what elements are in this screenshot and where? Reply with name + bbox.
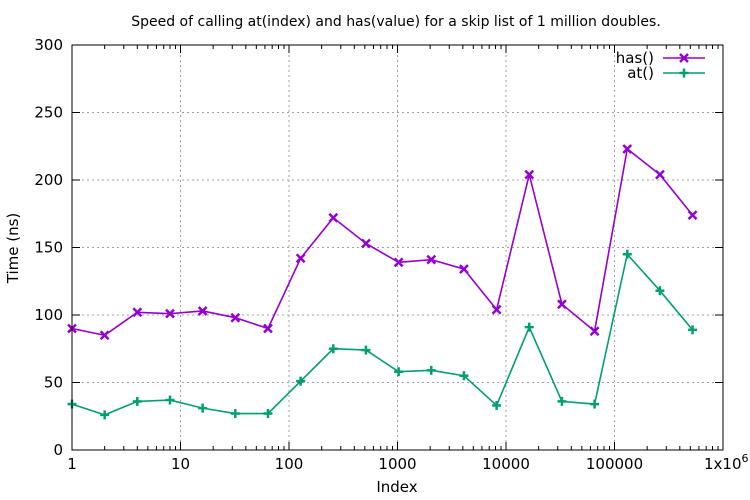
x-tick-label: 100000 bbox=[586, 455, 643, 473]
y-tick-label: 50 bbox=[44, 374, 63, 392]
data-point-at bbox=[622, 249, 632, 259]
data-point-at bbox=[296, 376, 306, 386]
x-tick-label-last-base: 1x10 bbox=[704, 455, 742, 473]
data-point-has bbox=[328, 212, 339, 223]
data-point-at bbox=[655, 286, 665, 296]
data-point-has bbox=[393, 257, 404, 268]
x-tick-label: 1 bbox=[67, 455, 77, 473]
data-point-has bbox=[295, 253, 306, 264]
y-axis-label: Time (ns) bbox=[4, 213, 22, 285]
x-tick-label-last-exponent: 6 bbox=[742, 452, 749, 465]
data-point-at bbox=[328, 344, 338, 354]
x-axis-label: Index bbox=[376, 478, 417, 496]
data-point-has bbox=[524, 169, 535, 180]
data-point-has bbox=[622, 144, 633, 154]
data-point-has bbox=[197, 306, 208, 316]
legend-label: at() bbox=[627, 64, 654, 82]
data-point-at bbox=[263, 409, 273, 419]
plot-frame bbox=[71, 44, 724, 451]
chart-title: Speed of calling at(index) and has(value… bbox=[131, 14, 661, 30]
legend-marker bbox=[679, 68, 689, 78]
data-point-has bbox=[655, 169, 665, 180]
data-point-at bbox=[100, 410, 110, 420]
grid-lines bbox=[71, 44, 724, 451]
x-tick-label: 10000 bbox=[482, 455, 530, 473]
data-point-at bbox=[459, 371, 469, 381]
y-tick-label: 0 bbox=[53, 441, 63, 459]
data-point-has bbox=[426, 254, 437, 265]
y-tick-label: 250 bbox=[34, 104, 63, 122]
y-tick-label: 150 bbox=[34, 239, 63, 257]
data-point-at bbox=[361, 345, 371, 355]
data-point-at bbox=[524, 322, 534, 332]
x-tick-label: 10 bbox=[171, 455, 190, 473]
data-point-at bbox=[230, 409, 240, 419]
data-point-has bbox=[230, 312, 241, 323]
data-point-at bbox=[198, 403, 208, 413]
data-point-has bbox=[165, 308, 175, 319]
data-point-has bbox=[99, 330, 110, 341]
data-point-at bbox=[165, 395, 175, 405]
data-point-at bbox=[426, 365, 436, 375]
y-tick-label: 300 bbox=[34, 36, 63, 54]
series-line-at bbox=[71, 252, 694, 416]
legend-label: has() bbox=[616, 49, 654, 67]
legend: has()at() bbox=[616, 49, 705, 82]
data-point-at bbox=[132, 396, 142, 406]
data-point-has bbox=[557, 299, 567, 310]
series-line-has bbox=[71, 147, 694, 337]
x-tick-label: 100 bbox=[275, 455, 304, 473]
x-tick-label: 1000 bbox=[378, 455, 416, 473]
data-point-has bbox=[132, 307, 143, 318]
data-point-has bbox=[459, 264, 469, 274]
y-tick-label: 100 bbox=[34, 306, 63, 324]
data-point-at bbox=[557, 396, 567, 406]
data-point-has bbox=[361, 238, 371, 249]
data-point-at bbox=[688, 325, 698, 335]
legend-marker bbox=[679, 53, 689, 63]
data-point-at bbox=[394, 367, 404, 377]
data-point-has bbox=[687, 210, 698, 220]
data-point-has bbox=[491, 304, 502, 315]
data-point-at bbox=[590, 399, 600, 409]
data-point-at bbox=[492, 400, 502, 410]
y-tick-labels: 0 50 100 150 200 250 300 bbox=[34, 36, 63, 459]
data-point-has bbox=[263, 323, 273, 334]
series-layer bbox=[67, 144, 698, 420]
data-point-has bbox=[589, 326, 600, 337]
x-tick-labels: 1 10 100 1000 10000 100000 bbox=[67, 455, 643, 473]
y-tick-label: 200 bbox=[34, 171, 63, 189]
x-tick-label-last: 1x106 bbox=[704, 452, 749, 473]
